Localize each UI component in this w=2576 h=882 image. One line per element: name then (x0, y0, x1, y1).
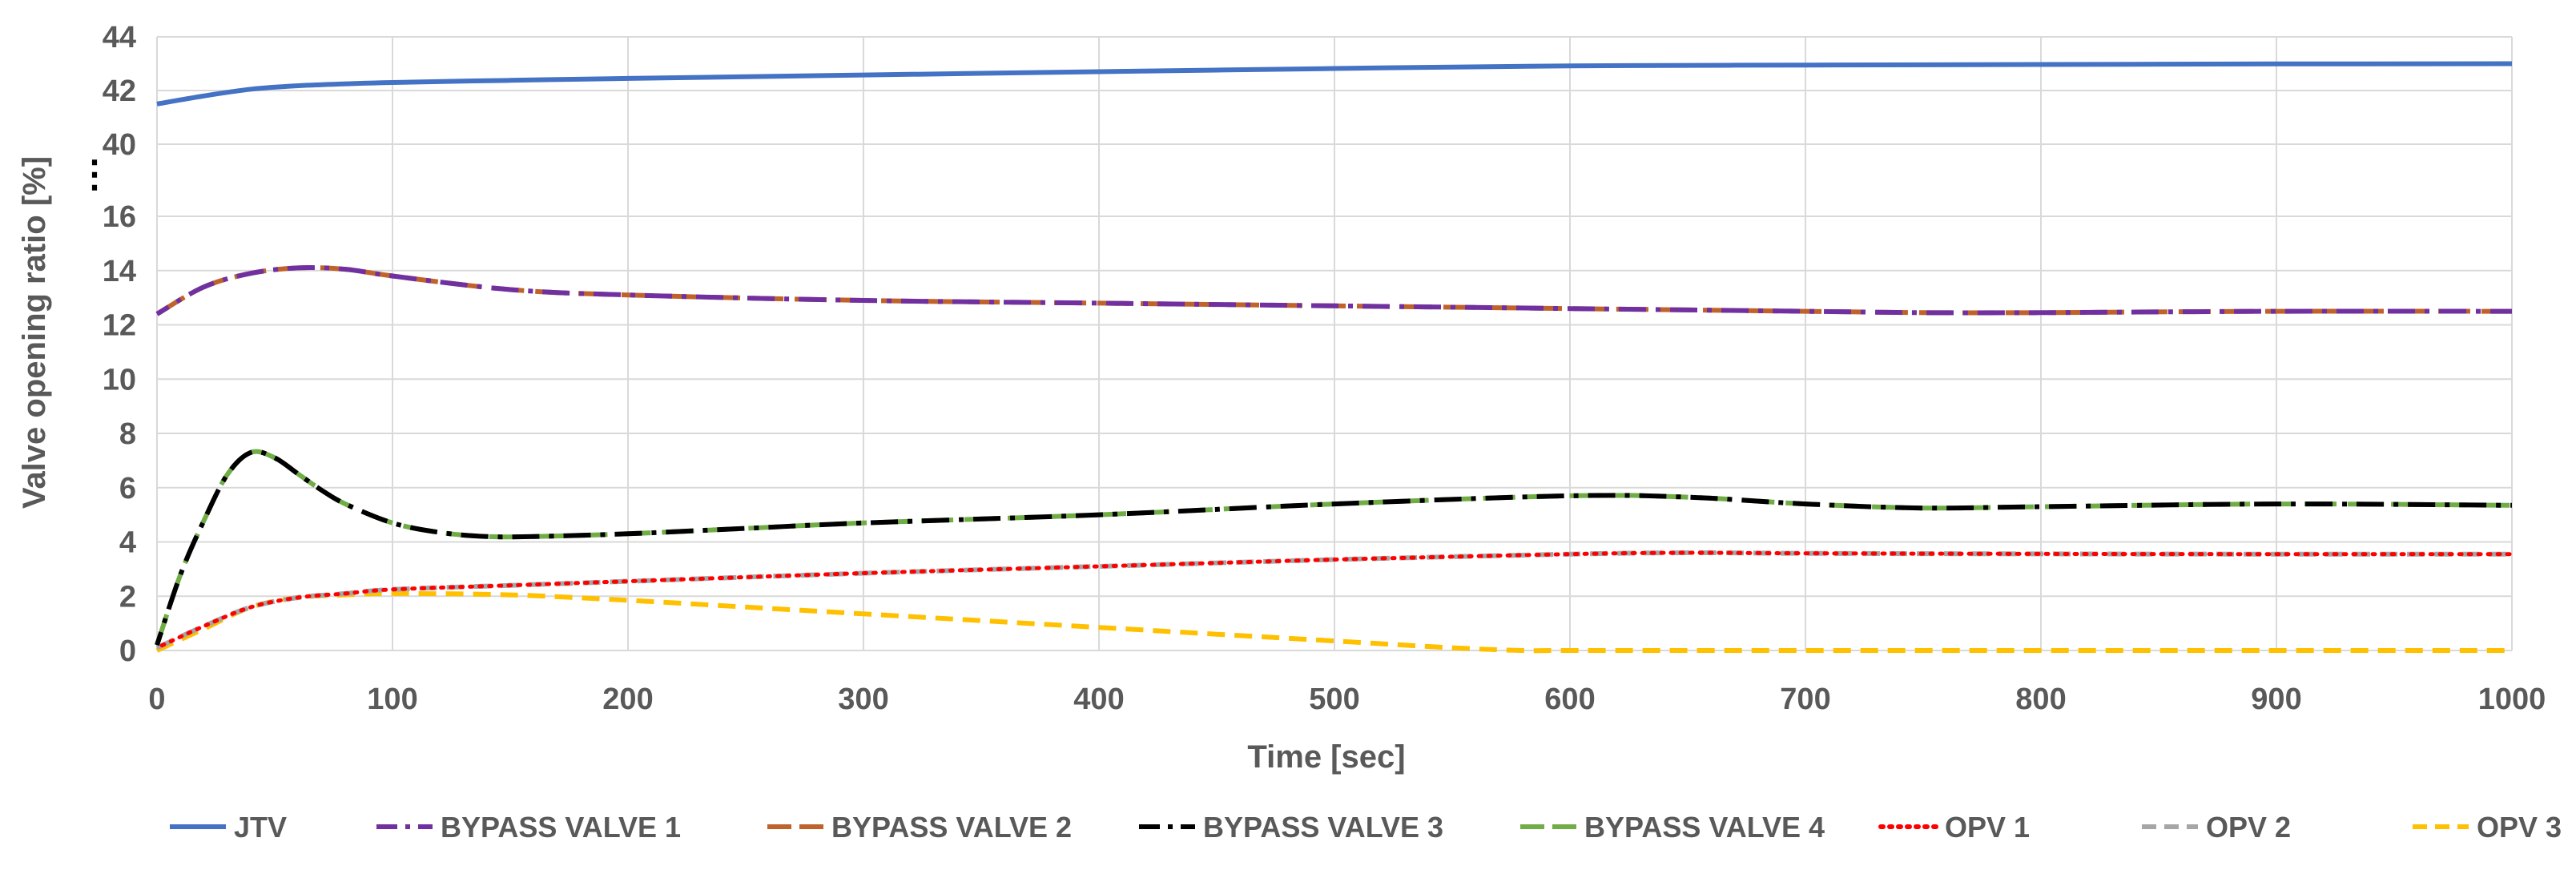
x-tick-label: 0 (148, 683, 165, 716)
x-axis-title: Time [sec] (1247, 739, 1405, 775)
series-line-bypass-valve-4 (155, 449, 2513, 646)
y-tick-label: 16 (103, 200, 136, 234)
series-line-opv-3 (155, 590, 2512, 654)
y-tick-label: 6 (119, 472, 136, 505)
legend-label: BYPASS VALVE 2 (831, 811, 1072, 844)
legend-label: OPV 3 (2477, 811, 2562, 844)
series-line-opv-1 (155, 550, 2514, 650)
series-line-bypass-valve-3 (155, 449, 2513, 646)
x-tick-label: 600 (1544, 683, 1595, 716)
legend: JTV BYPASS VALVE 1 BYPASS VALVE 2 BYPASS VA… (170, 811, 2562, 844)
x-tick-label: 200 (602, 683, 653, 716)
y-axis-title: Valve opening ratio [%] (17, 156, 52, 509)
x-tick-label: 1000 (2478, 683, 2546, 716)
legend-label: JTV (234, 811, 287, 844)
x-tick-label: 100 (367, 683, 417, 716)
x-tick-label: 800 (2015, 683, 2066, 716)
x-tick-label: 700 (1780, 683, 1830, 716)
legend-label: BYPASS VALVE 4 (1584, 811, 1825, 844)
y-tick-label: 40 (103, 128, 136, 162)
legend-label: OPV 1 (1945, 811, 2030, 844)
y-tick-label: 2 (119, 580, 136, 614)
x-tick-label: 400 (1073, 683, 1124, 716)
grid-lines (156, 36, 2513, 651)
series-line-bypass-valve-1 (155, 265, 2513, 316)
y-tick-label: 8 (119, 417, 136, 451)
x-tick-label: 900 (2251, 683, 2301, 716)
y-tick-label: 14 (103, 255, 136, 288)
y-tick-label: 0 (119, 634, 136, 668)
x-tick-label: 500 (1309, 683, 1359, 716)
series-line-jtv (156, 61, 2513, 107)
y-tick-label: 4 (119, 526, 136, 560)
series-lines (155, 61, 2514, 654)
legend-label: BYPASS VALVE 3 (1203, 811, 1443, 844)
y-tick-label: 12 (103, 309, 136, 343)
y-tick-label: 44 (103, 21, 136, 54)
y-tick-labels: 0 2 4 6 8 10 12 14 16 40 42 44 (103, 21, 136, 668)
y-tick-label: 42 (103, 75, 136, 108)
legend-label: BYPASS VALVE 1 (441, 811, 681, 844)
x-tick-labels: 0 100 200 300 400 500 600 700 800 900 1000 (148, 683, 2546, 716)
x-tick-label: 300 (838, 683, 888, 716)
y-axis-break-symbol: ⋮ (76, 153, 113, 195)
y-tick-label: 10 (103, 363, 136, 397)
legend-label: OPV 2 (2206, 811, 2291, 844)
